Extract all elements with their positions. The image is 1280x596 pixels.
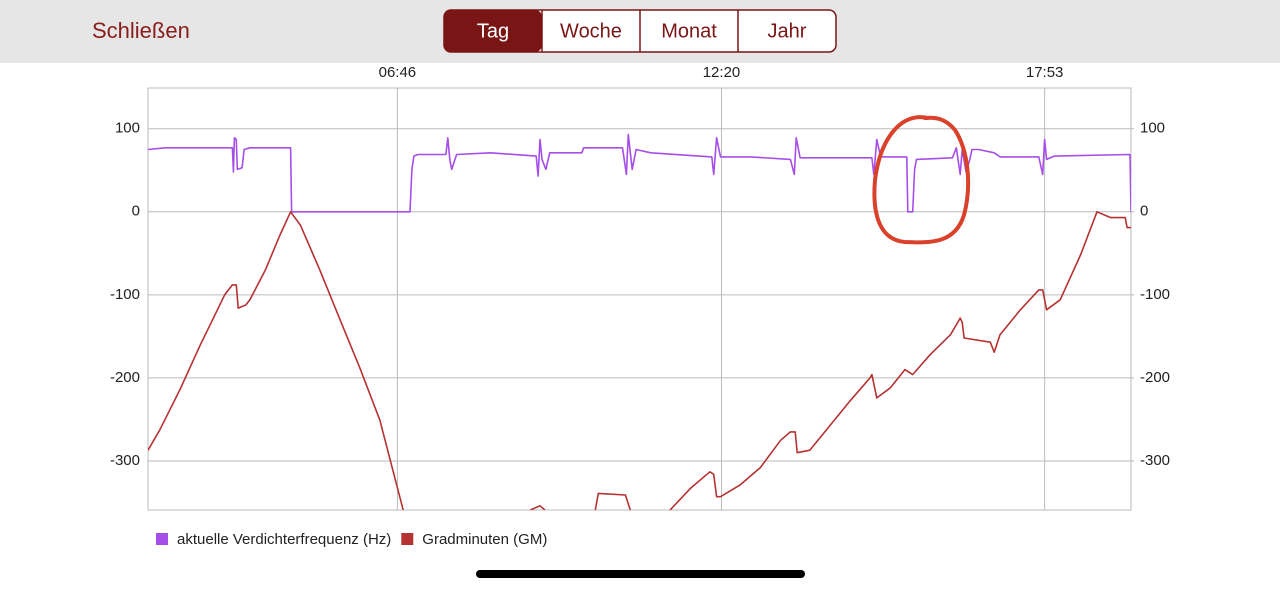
- y-tick-label: -200: [110, 369, 140, 386]
- tab[interactable]: Jahr: [768, 20, 807, 42]
- y2-tick-label: -300: [1140, 452, 1170, 469]
- y-tick-label: -300: [110, 452, 140, 469]
- y2-tick-label: -100: [1140, 286, 1170, 303]
- x-tick-label: 17:53: [1026, 64, 1064, 81]
- series-line: [148, 211, 1131, 510]
- y-tick-label: 0: [132, 203, 140, 220]
- y2-tick-label: 0: [1140, 203, 1148, 220]
- tab[interactable]: Tag: [477, 20, 509, 42]
- segmented-control: Tag Woche Monat Jahr: [443, 9, 837, 53]
- y2-tick-label: -200: [1140, 369, 1170, 386]
- plot: 100 0 -100 -200 -300 100 0 -100 -200 -300 06:46 12:…: [110, 64, 1170, 511]
- legend-swatch: [401, 533, 414, 545]
- x-tick-label: 06:46: [379, 64, 417, 81]
- legend-swatch: [156, 533, 168, 545]
- tab[interactable]: Woche: [560, 20, 622, 42]
- y-tick-label: -100: [110, 286, 140, 303]
- home-indicator: [476, 570, 805, 578]
- annotation-circle: [872, 115, 971, 245]
- x-tick-label: 12:20: [703, 64, 741, 81]
- y2-tick-label: 100: [1140, 120, 1165, 137]
- series-line: [148, 133, 1131, 213]
- tab[interactable]: Monat: [661, 20, 717, 42]
- legend-label: aktuelle Verdichterfrequenz (Hz): [177, 531, 391, 548]
- close-button[interactable]: Schließen: [92, 18, 190, 43]
- legend: aktuelle Verdichterfrequenz (Hz) Gradminu…: [156, 531, 547, 548]
- plot-frame: [147, 87, 1132, 511]
- tab-active-bg: [444, 10, 542, 52]
- y-tick-label: 100: [115, 120, 140, 137]
- legend-label: Gradminuten (GM): [422, 531, 547, 548]
